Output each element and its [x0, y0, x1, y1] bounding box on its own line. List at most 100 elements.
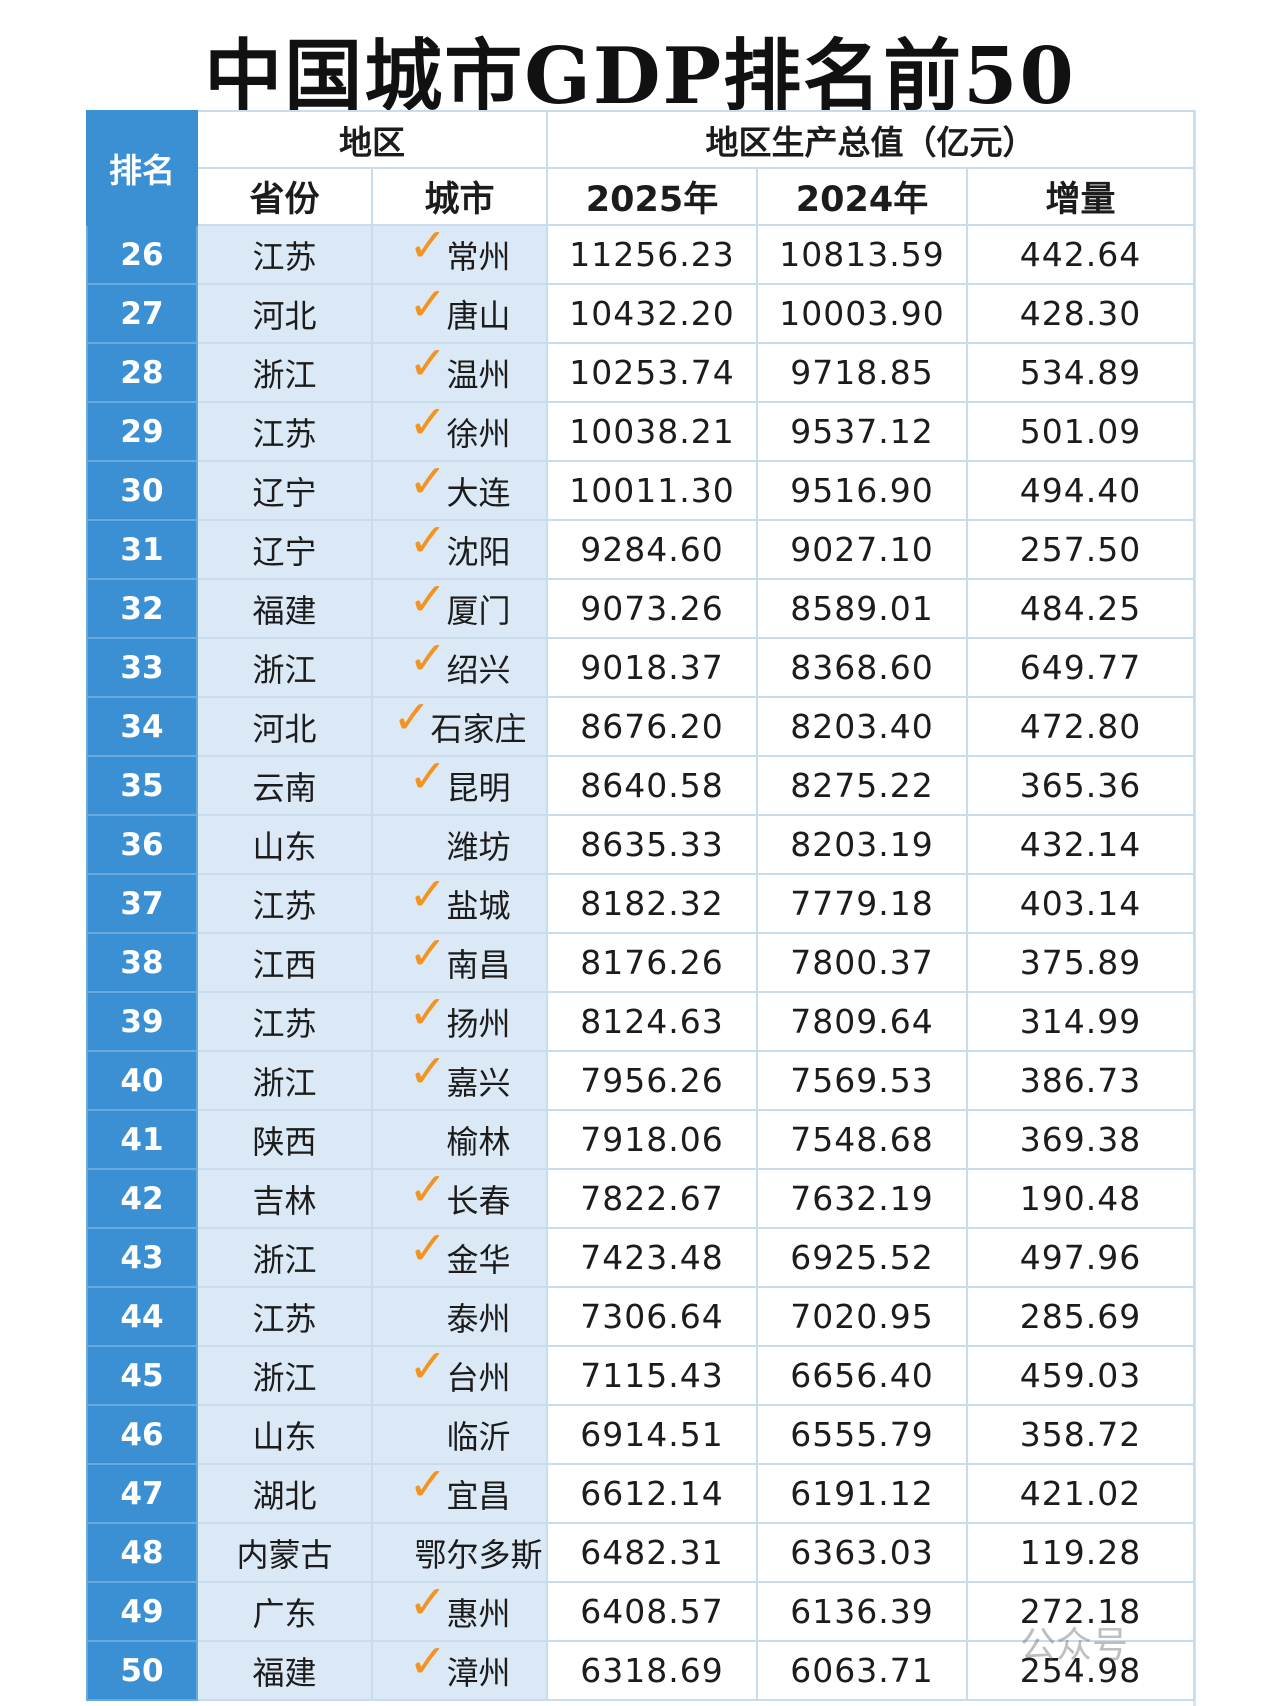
city-label-wrap: ✓ 绍兴	[408, 640, 511, 691]
checkmark-icon: ✓	[408, 520, 448, 567]
province-cell: 吉林	[196, 1168, 373, 1229]
gdp-2025-cell: 7115.43	[546, 1345, 758, 1406]
increase-cell: 472.80	[965, 696, 1196, 757]
region-header: 地区	[196, 110, 548, 169]
city-cell: ✓ 徐州	[371, 401, 548, 462]
gdp-2025-cell: 8676.20	[546, 696, 758, 757]
increase-cell: 314.99	[965, 991, 1196, 1052]
city-name: 榆林	[446, 1122, 511, 1161]
rank-cell: 40	[86, 1050, 198, 1111]
table-row: 35 云南 ✓ 昆明 8640.58 8275.22 365.36	[86, 755, 1196, 816]
city-name: 长春	[446, 1181, 511, 1220]
table-row: 42 吉林 ✓ 长春 7822.67 7632.19 190.48	[86, 1168, 1196, 1229]
province-cell: 江苏	[196, 401, 373, 462]
city-cell: ✓ 常州	[371, 224, 548, 285]
gdp-2024-cell: 8203.40	[756, 696, 968, 757]
table-row: 38 江西 ✓ 南昌 8176.26 7800.37 375.89	[86, 932, 1196, 993]
gdp-2024-cell: 9537.12	[756, 401, 968, 462]
province-cell: 浙江	[196, 1050, 373, 1111]
table-row: 30 辽宁 ✓ 大连 10011.30 9516.90 494.40	[86, 460, 1196, 521]
rank-cell: 26	[86, 224, 198, 285]
province-header: 省份	[196, 167, 373, 226]
province-cell: 辽宁	[196, 460, 373, 521]
gdp-2024-cell: 9027.10	[756, 519, 968, 580]
province-cell: 山东	[196, 1404, 373, 1465]
province-cell: 山东	[196, 814, 373, 875]
checkmark-icon: ✓	[408, 933, 448, 980]
rank-cell: 42	[86, 1168, 198, 1229]
table-row: 33 浙江 ✓ 绍兴 9018.37 8368.60 649.77	[86, 637, 1196, 698]
gdp-group-header: 地区生产总值（亿元）	[545, 110, 1196, 169]
city-label-wrap: ✓ 厦门	[408, 581, 510, 632]
rank-cell: 48	[86, 1522, 198, 1583]
increase-cell: 501.09	[965, 401, 1196, 462]
gdp-2024-cell: 7779.18	[756, 873, 968, 934]
gdp-2025-cell: 7822.67	[546, 1168, 758, 1229]
gdp-2024-cell: 9516.90	[756, 460, 968, 521]
rank-header: 排名	[86, 110, 198, 226]
gdp-2024-cell: 10003.90	[756, 283, 968, 344]
gdp-2025-cell: 9018.37	[546, 637, 758, 698]
gdp-ranking-table: 排名 地区 地区生产总值（亿元） 省份 城市 2025年 2024年 增量 26…	[86, 110, 1196, 1701]
city-name: 绍兴	[446, 650, 511, 689]
rank-cell: 43	[86, 1227, 198, 1288]
increase-cell: 119.28	[965, 1522, 1196, 1583]
city-label-wrap: ✓鄂尔多斯	[376, 1530, 542, 1576]
gdp-2025-cell: 7423.48	[546, 1227, 758, 1288]
gdp-table-container: 排名 地区 地区生产总值（亿元） 省份 城市 2025年 2024年 增量 26…	[86, 110, 1196, 1706]
table-row: 47 湖北 ✓ 宜昌 6612.14 6191.12 421.02	[86, 1463, 1196, 1524]
city-label-wrap: ✓ 温州	[408, 345, 510, 396]
table-row: 45 浙江 ✓ 台州 7115.43 6656.40 459.03	[86, 1345, 1196, 1406]
increase-cell: 534.89	[965, 342, 1196, 403]
gdp-2025-cell: 10253.74	[546, 342, 758, 403]
gdp-2024-cell: 8368.60	[756, 637, 968, 698]
city-cell: ✓ 金华	[371, 1227, 548, 1288]
gdp-2024-cell: 10813.59	[756, 224, 968, 285]
increase-cell: 190.48	[965, 1168, 1196, 1229]
city-name: 鄂尔多斯	[414, 1535, 543, 1574]
city-cell: ✓榆林	[371, 1109, 548, 1170]
table-body: 26 江苏 ✓ 常州 11256.23 10813.59 442.64 27 河北 ✓ 唐山 1043…	[86, 224, 1196, 1701]
rank-cell: 34	[86, 696, 198, 757]
province-cell: 云南	[196, 755, 373, 816]
city-label-wrap: ✓ 惠州	[408, 1584, 510, 1635]
increase-cell: 494.40	[965, 460, 1196, 521]
year-2024-header: 2024年	[756, 167, 968, 226]
gdp-2024-cell: 7569.53	[756, 1050, 968, 1111]
rank-cell: 44	[86, 1286, 198, 1347]
gdp-2025-cell: 8124.63	[546, 991, 758, 1052]
city-label-wrap: ✓临沂	[408, 1412, 510, 1458]
city-name: 沈阳	[446, 532, 511, 571]
city-name: 盐城	[446, 886, 511, 925]
province-cell: 广东	[196, 1581, 373, 1642]
gdp-2024-cell: 7800.37	[756, 932, 968, 993]
city-label-wrap: ✓ 昆明	[408, 758, 510, 809]
province-cell: 陕西	[196, 1109, 373, 1170]
rank-cell: 29	[86, 401, 198, 462]
city-label-wrap: ✓ 石家庄	[392, 699, 527, 750]
increase-cell: 375.89	[965, 932, 1196, 993]
province-cell: 河北	[196, 283, 373, 344]
city-cell: ✓ 漳州	[371, 1640, 548, 1701]
city-name: 金华	[446, 1240, 511, 1279]
increase-cell: 285.69	[965, 1286, 1196, 1347]
gdp-2025-cell: 7918.06	[546, 1109, 758, 1170]
increase-cell: 484.25	[965, 578, 1196, 639]
gdp-2025-cell: 8640.58	[546, 755, 758, 816]
rank-cell: 31	[86, 519, 198, 580]
gdp-2024-cell: 6363.03	[756, 1522, 968, 1583]
city-label-wrap: ✓泰州	[408, 1294, 510, 1340]
gdp-2024-cell: 6925.52	[756, 1227, 968, 1288]
gdp-2025-cell: 11256.23	[546, 224, 758, 285]
gdp-2024-cell: 7809.64	[756, 991, 968, 1052]
city-name: 石家庄	[430, 709, 527, 748]
gdp-2024-cell: 6063.71	[756, 1640, 968, 1701]
table-row: 40 浙江 ✓ 嘉兴 7956.26 7569.53 386.73	[86, 1050, 1196, 1111]
province-cell: 浙江	[196, 637, 373, 698]
table-row: 29 江苏 ✓ 徐州 10038.21 9537.12 501.09	[86, 401, 1196, 462]
table-row: 43 浙江 ✓ 金华 7423.48 6925.52 497.96	[86, 1227, 1196, 1288]
increase-cell: 442.64	[965, 224, 1196, 285]
city-cell: ✓ 温州	[371, 342, 548, 403]
rank-cell: 38	[86, 932, 198, 993]
